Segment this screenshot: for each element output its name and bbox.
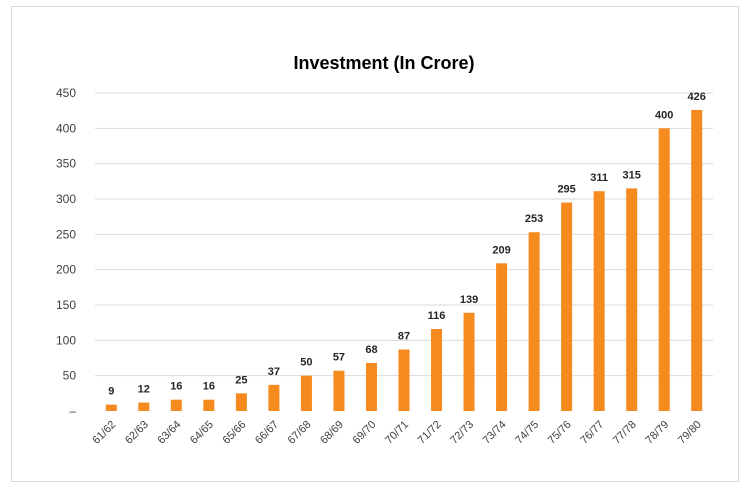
x-tick-label: 65/66	[221, 419, 249, 447]
data-label: 37	[268, 366, 280, 378]
bar	[463, 312, 475, 411]
y-tick-label: 300	[56, 192, 76, 206]
data-label: 12	[138, 384, 150, 396]
data-label: 400	[655, 109, 673, 121]
x-tick-label: 68/69	[318, 419, 346, 447]
x-tick-label: 61/62	[90, 419, 118, 447]
bar	[203, 399, 215, 411]
x-tick-label: 67/68	[286, 419, 314, 447]
y-tick-label: –	[69, 404, 76, 418]
data-label: 116	[428, 310, 446, 322]
data-label: 315	[623, 169, 641, 181]
y-tick-label: 200	[56, 263, 76, 277]
data-label: 87	[398, 331, 410, 343]
x-axis: 61/62 62/63 63/64 64/65 65/66 66/67 67/68 68/69…	[90, 419, 703, 447]
bar	[105, 404, 117, 411]
x-tick-label: 74/75	[513, 419, 541, 447]
data-label: 253	[525, 213, 543, 225]
y-tick-label: 150	[56, 298, 76, 312]
bar	[398, 349, 410, 411]
data-label: 68	[365, 344, 377, 356]
data-label: 9	[108, 386, 114, 398]
bar	[365, 362, 377, 411]
data-label: 57	[333, 352, 345, 364]
bar	[138, 402, 150, 411]
data-label: 295	[557, 184, 575, 196]
y-tick-label: 250	[56, 227, 76, 241]
gridlines	[95, 92, 713, 377]
data-label: 209	[492, 244, 510, 256]
data-label: 311	[590, 172, 608, 184]
bar	[431, 329, 443, 411]
bar	[658, 128, 670, 412]
data-labels: 9 12 16 16 25 37 50 57 68 87 116 139 209 253 295 311 315…	[108, 91, 706, 398]
x-tick-label: 71/72	[416, 419, 444, 447]
y-tick-label: 100	[56, 333, 76, 347]
data-label: 50	[300, 357, 312, 369]
x-tick-label: 75/76	[546, 419, 574, 447]
bar	[170, 399, 182, 411]
data-label: 426	[688, 91, 706, 103]
x-tick-label: 76/77	[578, 419, 606, 447]
y-tick-label: 350	[56, 157, 76, 171]
bar	[691, 109, 703, 412]
x-tick-label: 64/65	[188, 419, 216, 447]
x-tick-label: 63/64	[155, 419, 183, 447]
y-tick-label: 50	[63, 369, 77, 383]
bar	[593, 191, 605, 411]
x-tick-label: 72/73	[448, 419, 476, 447]
bar	[268, 384, 280, 411]
x-tick-label: 62/63	[123, 419, 151, 447]
chart-title: Investment (In Crore)	[293, 53, 474, 73]
y-tick-label: 450	[56, 86, 76, 100]
data-label: 25	[235, 374, 247, 386]
data-label: 139	[460, 294, 478, 306]
y-axis: – 50 100 150 200 250 300 350 400 450	[56, 86, 76, 418]
bar	[626, 188, 638, 411]
bar	[235, 393, 247, 411]
y-tick-label: 400	[56, 121, 76, 135]
x-tick-label: 78/79	[643, 419, 671, 447]
bar	[333, 370, 345, 411]
bar	[300, 375, 312, 411]
x-tick-label: 77/78	[611, 419, 639, 447]
bar	[561, 202, 573, 411]
x-tick-label: 70/71	[383, 419, 411, 447]
bars	[105, 109, 703, 412]
x-tick-label: 66/67	[253, 419, 281, 447]
x-tick-label: 73/74	[481, 419, 509, 447]
x-tick-label: 79/80	[676, 419, 704, 447]
data-label: 16	[203, 381, 215, 393]
bar	[528, 232, 540, 411]
bar	[496, 263, 508, 411]
data-label: 16	[170, 381, 182, 393]
x-tick-label: 69/70	[351, 419, 379, 447]
